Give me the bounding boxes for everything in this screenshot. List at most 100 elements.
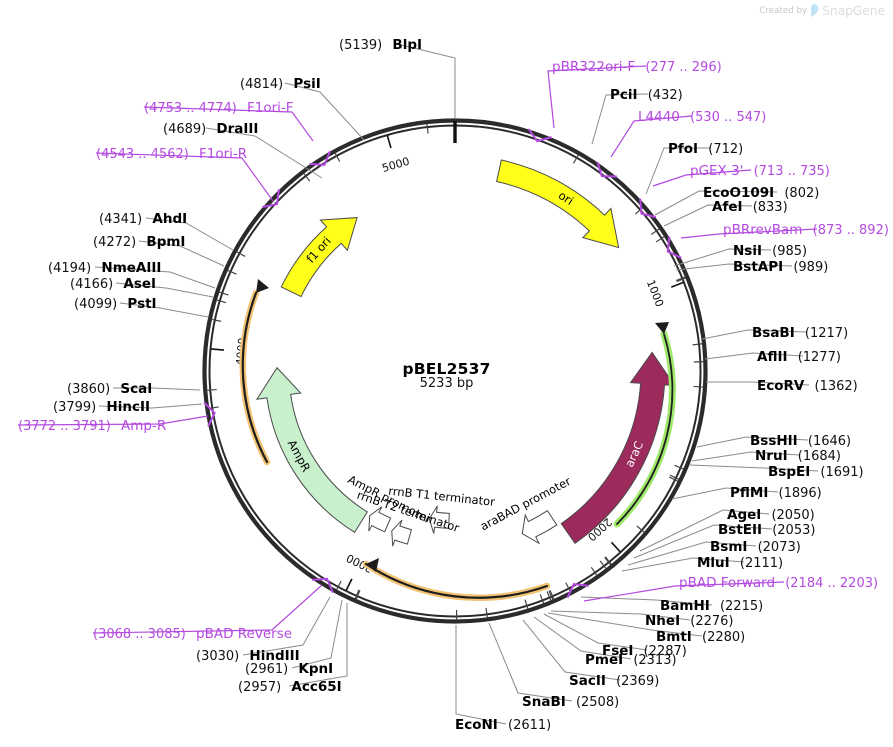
enzyme-position: (2313) xyxy=(633,653,677,668)
enzyme-position: (4194) xyxy=(48,261,92,276)
feature-arrow xyxy=(391,519,412,547)
enzyme-site-label: EcoNI (2611) xyxy=(455,716,551,733)
enzyme-position: (712) xyxy=(708,142,744,157)
enzyme-leader-line xyxy=(288,603,348,687)
enzyme-site-marker xyxy=(485,607,488,618)
enzyme-site-label: SnaBI (2508) xyxy=(522,693,619,710)
enzyme-name: DraIII xyxy=(216,121,259,137)
enzyme-name: BsaBI xyxy=(752,325,795,341)
enzyme-position: (2961) xyxy=(245,662,289,677)
enzyme-name: SacII xyxy=(569,673,606,689)
enzyme-name: AseI xyxy=(123,276,157,292)
enzyme-site-marker xyxy=(211,318,222,322)
enzyme-name: EcoO109I xyxy=(703,185,775,201)
enzyme-site-label: PmeI (2313) xyxy=(585,651,677,668)
enzyme-site-marker xyxy=(236,251,246,257)
enzyme-site-label: AfeI (833) xyxy=(712,198,788,215)
enzyme-site-marker xyxy=(692,343,703,346)
enzyme-position: (2215) xyxy=(719,599,764,614)
primer-name: L4440 xyxy=(638,109,680,125)
enzyme-position: (432) xyxy=(647,88,683,103)
enzyme-leader-line xyxy=(591,93,649,145)
enzyme-leader-line xyxy=(696,436,809,448)
feature-arrow xyxy=(280,217,358,298)
enzyme-leader-line xyxy=(621,557,745,572)
enzyme-site-label: BssHII (1646) xyxy=(750,432,851,449)
enzyme-name: PflMI xyxy=(730,485,769,501)
ruler-tick xyxy=(610,541,621,553)
enzyme-site-marker xyxy=(650,228,660,235)
enzyme-name: SnaBI xyxy=(522,694,566,710)
primer-leader-line xyxy=(610,115,693,158)
enzyme-name: NmeAIII xyxy=(101,260,162,276)
enzyme-name: BstEII xyxy=(718,522,763,538)
enzyme-site-label: (4194) NmeAIII xyxy=(48,259,161,276)
enzyme-leader-line xyxy=(580,596,713,606)
enzyme-site-marker xyxy=(216,299,227,304)
enzyme-site-label: SacII (2369) xyxy=(569,672,659,689)
enzyme-name: PstI xyxy=(127,296,157,312)
enzyme-position: (2280) xyxy=(702,630,746,645)
enzyme-site-marker xyxy=(549,590,555,600)
enzyme-name: BlpI xyxy=(392,37,423,53)
enzyme-name: FseI xyxy=(602,643,634,659)
primer-name: pGEX 3' xyxy=(690,163,744,179)
enzyme-site-label: BstEII (2053) xyxy=(718,521,815,538)
feature-arrow xyxy=(521,510,558,545)
enzyme-site-label: BamHI (2215) xyxy=(660,597,763,614)
enzyme-site-label: FseI (2287) xyxy=(602,642,687,659)
enzyme-position: (4099) xyxy=(74,297,118,312)
enzyme-site-label: EcoO109I (802) xyxy=(703,184,819,201)
enzyme-position: (4689) xyxy=(163,122,207,137)
enzyme-name: BpmI xyxy=(146,234,186,250)
enzyme-leader-line xyxy=(396,43,456,118)
primer-range: (713 .. 735) xyxy=(753,164,830,179)
ruler-tick xyxy=(671,281,684,288)
primer-leader-line xyxy=(652,169,752,187)
feature-arrow xyxy=(255,366,369,534)
primer-leader-line xyxy=(680,228,818,239)
ruler-tick-label: 5000 xyxy=(381,155,412,175)
enzyme-name: BmtI xyxy=(656,629,692,645)
primer-range: (3772 .. 3791) xyxy=(18,419,111,434)
enzyme-site-label: (4689) DraIII xyxy=(163,120,258,137)
primer-site-marker xyxy=(596,161,617,178)
enzyme-leader-line xyxy=(550,610,691,621)
enzyme-name: AhdI xyxy=(152,211,188,227)
enzyme-name: BamHI xyxy=(660,598,710,614)
enzyme-name: EcoRV xyxy=(757,378,805,394)
enzyme-name: MluI xyxy=(697,555,730,571)
feature-arrow xyxy=(368,506,392,533)
enzyme-site-label: (4814) PsiI xyxy=(240,75,321,92)
enzyme-leader-line xyxy=(547,612,703,637)
enzyme-name: EcoNI xyxy=(455,717,498,733)
enzyme-site-label: PciI (432) xyxy=(610,86,683,103)
enzyme-position: (4272) xyxy=(93,235,137,250)
enzyme-site-marker xyxy=(590,566,598,576)
primer-site-label: L4440 (530 .. 547) xyxy=(638,108,766,125)
enzyme-position: (2957) xyxy=(238,680,282,695)
enzyme-position: (1896) xyxy=(778,486,822,501)
enzyme-leader-line xyxy=(242,596,331,656)
enzyme-name: AflII xyxy=(757,349,788,365)
enzyme-leader-line xyxy=(94,266,216,289)
primer-leader-line xyxy=(583,581,785,602)
enzyme-leader-line xyxy=(205,127,323,179)
enzyme-name: PmeI xyxy=(585,652,624,668)
enzyme-site-label: (2961) KpnI xyxy=(245,660,333,677)
enzyme-position: (1691) xyxy=(820,465,864,480)
enzyme-position: (1277) xyxy=(797,350,841,365)
primer-leader-line xyxy=(92,584,323,634)
enzyme-site-label: BmtI (2280) xyxy=(656,628,745,645)
enzyme-site-label: NheI (2276) xyxy=(645,612,734,629)
feature-label: ori xyxy=(556,188,576,208)
enzyme-leader-line xyxy=(119,302,209,318)
enzyme-position: (833) xyxy=(752,200,788,215)
enzyme-leader-line xyxy=(675,263,793,271)
primer-name: F1ori-F xyxy=(247,100,294,116)
enzyme-position: (2053) xyxy=(772,523,816,538)
enzyme-position: (2050) xyxy=(771,508,815,523)
enzyme-site-label: (5139) BlpI xyxy=(339,36,422,53)
enzyme-position: (2287) xyxy=(643,644,687,659)
